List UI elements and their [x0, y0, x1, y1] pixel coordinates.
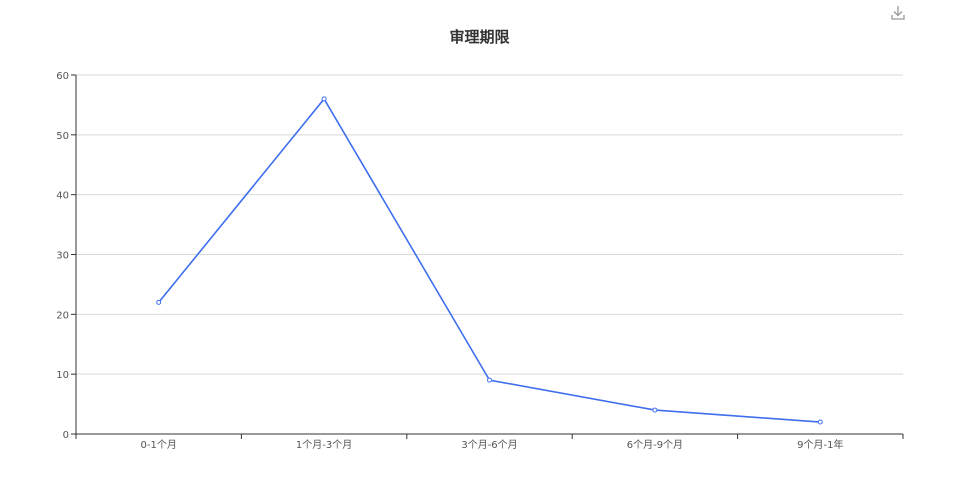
- data-point: [652, 407, 658, 413]
- y-tick-label: 50: [56, 131, 69, 142]
- chart-title: 审理期限: [449, 28, 510, 46]
- data-point: [487, 377, 492, 383]
- data-point: [321, 96, 327, 102]
- y-tick-label: 0: [63, 430, 69, 441]
- y-tick-label: 10: [56, 370, 69, 381]
- x-tick-label: 6个月-9个月: [627, 439, 683, 451]
- x-tick-label: 0-1个月: [141, 439, 177, 451]
- x-tick-label: 1个月-3个月: [296, 439, 352, 451]
- y-tick-label: 30: [56, 251, 69, 262]
- x-tick-label: 9个月-1年: [797, 438, 843, 451]
- y-tick-label: 40: [56, 191, 69, 202]
- y-tick-label: 20: [56, 310, 69, 321]
- data-point: [156, 299, 162, 305]
- series-line: [158, 98, 821, 423]
- y-tick-label: 60: [56, 71, 69, 82]
- data-point: [817, 419, 823, 425]
- download-button[interactable]: [889, 4, 907, 22]
- download-icon: [891, 6, 905, 20]
- x-tick-label: 3个月-6个月: [461, 439, 517, 451]
